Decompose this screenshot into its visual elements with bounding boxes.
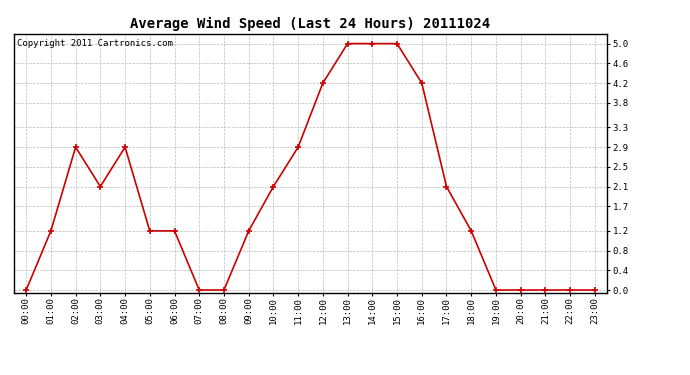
Title: Average Wind Speed (Last 24 Hours) 20111024: Average Wind Speed (Last 24 Hours) 20111… <box>130 17 491 31</box>
Text: Copyright 2011 Cartronics.com: Copyright 2011 Cartronics.com <box>17 39 172 48</box>
